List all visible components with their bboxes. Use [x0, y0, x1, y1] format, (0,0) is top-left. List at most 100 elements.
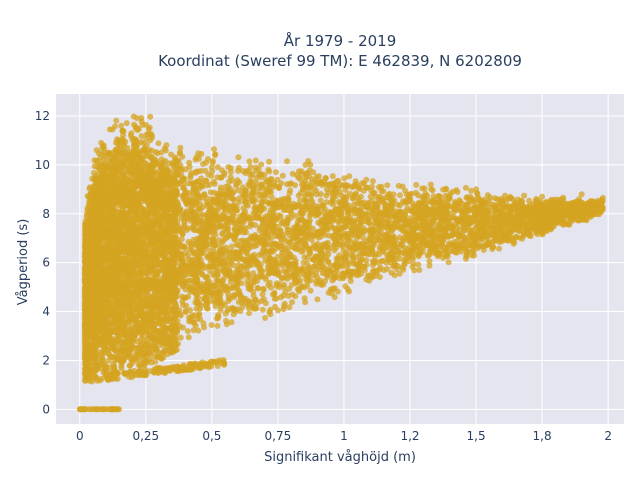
data-point [395, 182, 402, 189]
data-point [266, 182, 273, 189]
data-point [427, 181, 434, 188]
data-point [184, 328, 191, 335]
data-point [118, 122, 125, 129]
data-point [371, 219, 378, 226]
data-point [158, 156, 165, 163]
data-point [526, 197, 533, 204]
data-point [281, 281, 288, 288]
data-point [273, 169, 279, 176]
data-point [284, 158, 290, 165]
data-point [195, 205, 202, 212]
data-point [346, 288, 352, 295]
data-point [155, 140, 162, 147]
data-point [214, 322, 221, 329]
data-point [426, 262, 433, 269]
data-point [113, 117, 120, 124]
data-point [376, 274, 383, 280]
data-point [329, 173, 336, 180]
data-point [457, 226, 463, 233]
data-point [123, 120, 130, 127]
data-point [195, 150, 202, 157]
data-point [377, 194, 384, 201]
data-point [304, 282, 311, 289]
data-point [188, 180, 195, 187]
data-point [307, 287, 314, 294]
data-point [222, 310, 229, 317]
data-point [226, 261, 233, 268]
data-point [484, 192, 491, 199]
data-point [426, 258, 433, 265]
data-point [301, 254, 308, 261]
data-point [195, 312, 202, 319]
data-point [182, 308, 189, 314]
data-point [205, 171, 212, 178]
data-point [260, 285, 267, 292]
data-point [479, 243, 486, 250]
data-point [211, 146, 217, 153]
data-point [260, 296, 267, 303]
data-point [348, 231, 355, 238]
data-point [172, 159, 179, 166]
data-point [350, 183, 357, 190]
data-point [339, 241, 345, 248]
data-point [301, 295, 308, 302]
data-point [343, 263, 350, 270]
data-point [235, 262, 242, 269]
data-point [252, 222, 259, 229]
data-point [258, 161, 265, 168]
data-point [279, 172, 286, 179]
data-point [275, 233, 282, 240]
data-point [416, 267, 423, 273]
data-point [247, 223, 254, 230]
data-point [366, 272, 373, 279]
data-point [346, 173, 353, 180]
data-point [397, 240, 404, 247]
data-point [301, 178, 308, 184]
data-point [454, 189, 461, 195]
data-point [214, 164, 221, 171]
data-point [211, 189, 218, 196]
data-point [384, 182, 391, 189]
data-point [440, 254, 447, 261]
data-point [254, 284, 261, 291]
data-point [267, 235, 274, 242]
scatter-points [76, 113, 606, 413]
data-point [259, 306, 266, 313]
data-point [200, 320, 207, 327]
data-point [217, 307, 224, 314]
data-point [371, 258, 378, 265]
data-point [228, 319, 235, 326]
data-point [286, 304, 293, 311]
data-point [428, 186, 435, 193]
data-point [469, 247, 476, 254]
data-point [247, 163, 254, 170]
data-point [262, 315, 269, 321]
data-point [278, 275, 285, 282]
data-point [396, 270, 403, 277]
data-point [188, 169, 195, 176]
data-point [163, 142, 170, 149]
data-point [503, 196, 510, 203]
data-point [186, 246, 193, 253]
data-point [314, 296, 321, 303]
data-point [246, 310, 253, 317]
data-point [268, 194, 275, 201]
data-point [247, 281, 254, 288]
data-point [367, 239, 374, 246]
data-point [333, 178, 340, 185]
data-point [496, 245, 503, 252]
data-point [266, 158, 272, 165]
data-point [496, 239, 503, 246]
data-point [235, 187, 242, 194]
data-point [300, 259, 307, 266]
data-point [342, 283, 349, 290]
data-point [516, 234, 523, 241]
data-point [246, 158, 253, 165]
data-point [193, 185, 199, 192]
data-point [177, 334, 184, 341]
data-point [510, 240, 517, 247]
data-point [521, 192, 528, 199]
data-point [408, 190, 415, 197]
